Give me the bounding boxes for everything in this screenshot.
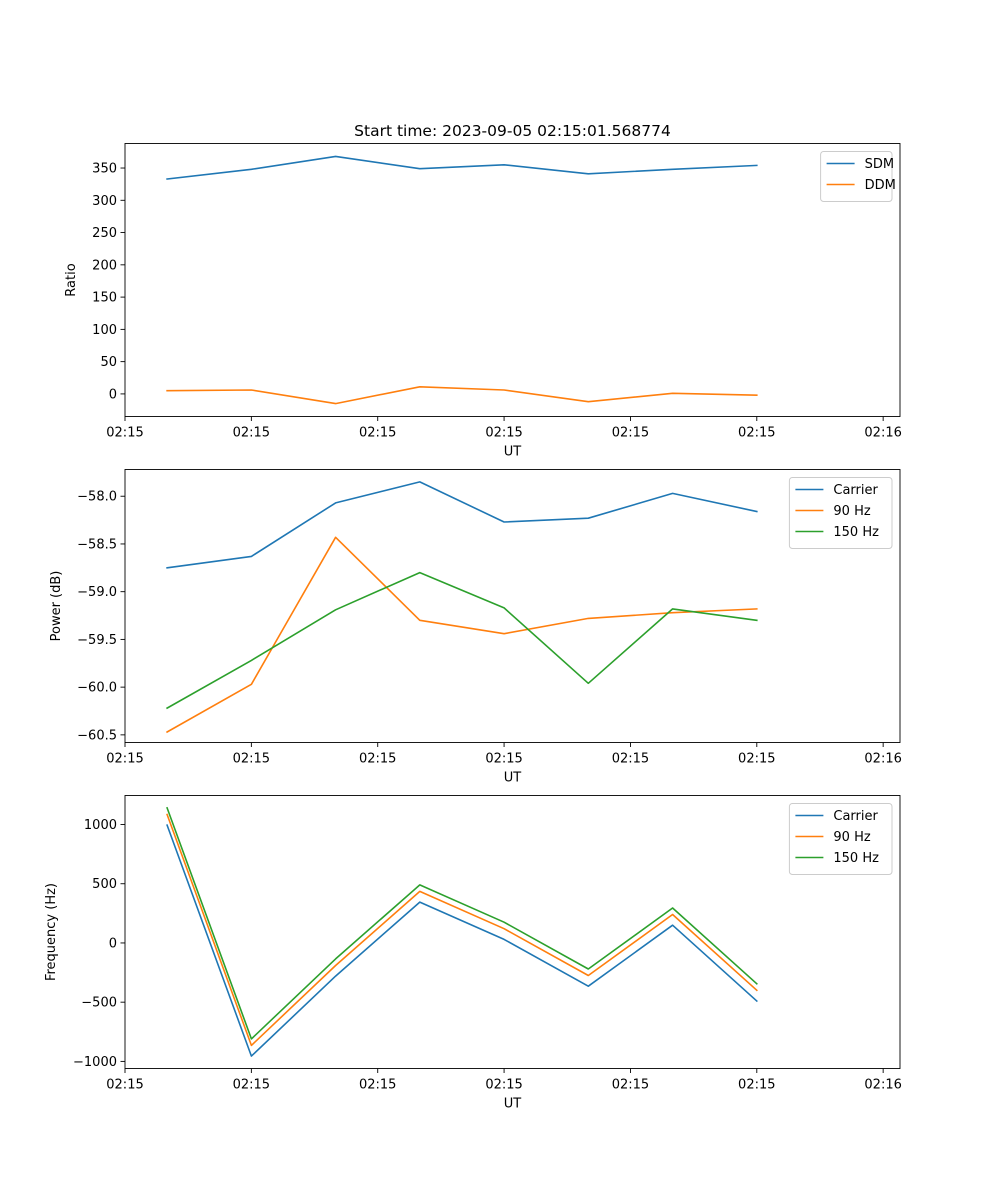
y-tick-label: −60.5: [77, 728, 117, 743]
axes-frame: [124, 469, 901, 743]
x-tick-label: 02:15: [738, 752, 775, 767]
x-tick-label: 02:15: [359, 752, 396, 767]
axes-frame: [124, 795, 901, 1069]
legend-entry-label: 150 Hz: [833, 851, 879, 866]
y-tick-label: 0: [109, 387, 117, 402]
y-tick-label: −58.0: [77, 490, 117, 505]
y-axis-label: Frequency (Hz): [44, 883, 59, 981]
series-line-150-hz: [166, 571, 758, 710]
legend-entry-label: DDM: [865, 178, 896, 193]
y-axis-label: Power (dB): [49, 571, 64, 642]
series-line-sdm: [166, 155, 758, 180]
legend: SDM DDM: [820, 151, 896, 202]
x-tick-label: 02:15: [612, 752, 649, 767]
y-tick-label: 350: [92, 162, 117, 177]
x-tick-label: 02:16: [864, 426, 901, 441]
legend-entry-label: Carrier: [833, 483, 878, 498]
x-tick-label: 02:15: [485, 752, 522, 767]
y-tick-label: −59.0: [77, 585, 117, 600]
series-line-ddm: [166, 385, 758, 405]
x-tick-label: 02:15: [106, 752, 143, 767]
panel-2: 02:15 02:15 02:15 02:15 02:15 02:15 02:16 −60.5…: [49, 469, 902, 786]
series-line-carrier: [166, 824, 758, 1057]
x-tick-label: 02:15: [485, 1078, 522, 1093]
x-tick-label: 02:15: [233, 426, 270, 441]
x-tick-label: 02:15: [738, 426, 775, 441]
y-tick-label: 250: [92, 226, 117, 241]
y-tick-label: 50: [100, 355, 117, 370]
y-tick-label: −58.5: [77, 537, 117, 552]
x-tick-label: 02:15: [485, 426, 522, 441]
x-tick-label: 02:15: [738, 1078, 775, 1093]
x-tick-label: 02:15: [612, 1078, 649, 1093]
y-tick-label: −1000: [73, 1055, 117, 1070]
legend-entry-label: SDM: [865, 157, 894, 172]
y-tick-label: −500: [81, 996, 117, 1011]
figure-title: Start time: 2023-09-05 02:15:01.568774: [354, 122, 671, 140]
x-tick-label: 02:15: [106, 1078, 143, 1093]
x-tick-label: 02:15: [359, 426, 396, 441]
x-tick-label: 02:15: [612, 426, 649, 441]
x-axis-label: UT: [504, 1097, 522, 1112]
panel-1: 02:15 02:15 02:15 02:15 02:15 02:15 02:16 0 50 10…: [64, 143, 902, 460]
series-line-90-hz: [166, 536, 758, 734]
series-line-90-hz: [166, 813, 758, 1047]
x-tick-label: 02:15: [233, 752, 270, 767]
x-tick-label: 02:15: [106, 426, 143, 441]
x-tick-label: 02:15: [233, 1078, 270, 1093]
x-axis-label: UT: [504, 445, 522, 460]
y-tick-label: 0: [109, 936, 117, 951]
series-line-carrier: [166, 481, 758, 569]
x-tick-label: 02:15: [359, 1078, 396, 1093]
legend-entry-label: 90 Hz: [833, 830, 870, 845]
y-tick-label: 1000: [84, 818, 117, 833]
legend: Carrier 90 Hz 150 Hz: [788, 477, 893, 549]
legend: Carrier 90 Hz 150 Hz: [788, 803, 893, 875]
y-tick-label: −59.5: [77, 633, 117, 648]
series-line-150-hz: [166, 806, 758, 1040]
x-tick-label: 02:16: [864, 1078, 901, 1093]
y-tick-label: 500: [92, 877, 117, 892]
legend-entry-label: Carrier: [833, 809, 878, 824]
y-tick-label: 150: [92, 291, 117, 306]
panel-3: 02:15 02:15 02:15 02:15 02:15 02:15 02:16 −1000…: [44, 795, 902, 1112]
y-tick-label: −60.0: [77, 681, 117, 696]
legend-entry-label: 90 Hz: [833, 504, 870, 519]
y-tick-label: 300: [92, 194, 117, 209]
x-axis-label: UT: [504, 771, 522, 786]
y-tick-label: 200: [92, 258, 117, 273]
legend-entry-label: 150 Hz: [833, 525, 879, 540]
axes-frame: [124, 143, 901, 417]
y-tick-label: 100: [92, 323, 117, 338]
x-tick-label: 02:16: [864, 752, 901, 767]
y-axis-label: Ratio: [64, 263, 79, 296]
